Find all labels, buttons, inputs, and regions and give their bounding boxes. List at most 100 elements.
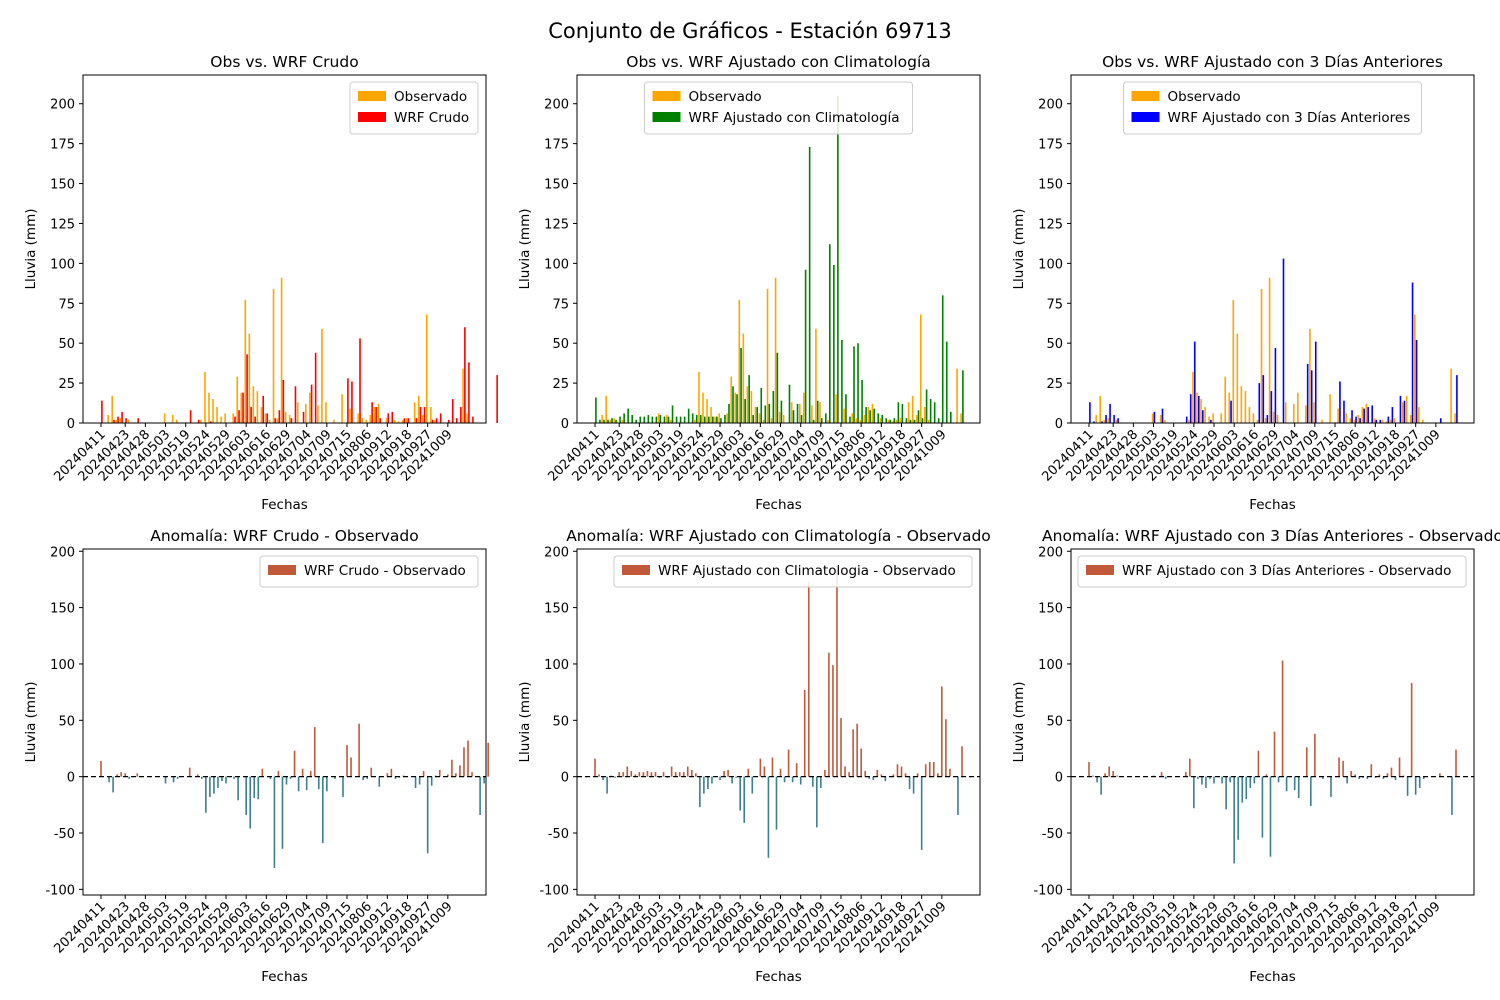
y-axis-label: Lluvia (mm) xyxy=(23,682,39,763)
anomaly-bar xyxy=(1241,776,1244,803)
model-bar xyxy=(290,418,293,423)
observed-bar xyxy=(1103,419,1106,423)
model-bar xyxy=(1379,419,1382,423)
bars-group xyxy=(595,95,964,424)
anomaly-bar xyxy=(1455,749,1457,777)
model-bar xyxy=(125,418,127,423)
bars-group xyxy=(594,565,963,858)
observed-bar xyxy=(171,415,174,423)
observed-bar xyxy=(1268,277,1271,423)
model-bar xyxy=(667,416,670,423)
anomaly-bar xyxy=(277,771,280,777)
anomaly-bar xyxy=(856,723,858,777)
y-tick-label: 125 xyxy=(1038,217,1063,232)
observed-bar xyxy=(827,419,829,423)
anomaly-bar xyxy=(386,773,389,777)
anomaly-bar xyxy=(1164,776,1167,779)
model-bar xyxy=(671,405,674,423)
anomaly-bar xyxy=(1382,776,1385,779)
model-bar xyxy=(282,379,285,423)
anomaly-bar xyxy=(1414,776,1417,795)
y-tick-label: 150 xyxy=(544,602,569,617)
axes-frame xyxy=(576,74,981,424)
anomaly-bar xyxy=(358,723,360,777)
observed-bar xyxy=(867,407,870,423)
y-tick-label: 25 xyxy=(552,377,569,392)
observed-bar xyxy=(702,392,704,423)
x-axis-label: Fechas xyxy=(755,969,802,985)
model-bar xyxy=(941,295,944,423)
bars-group xyxy=(100,723,489,868)
y-tick-label: 25 xyxy=(1046,377,1063,392)
anomaly-bar xyxy=(791,776,794,783)
model-bar xyxy=(262,395,265,423)
y-tick-label: 150 xyxy=(50,178,75,193)
observed-bar xyxy=(421,415,424,423)
observed-bar xyxy=(694,419,696,423)
model-bar xyxy=(925,389,928,423)
anomaly-bar xyxy=(824,769,826,777)
observed-bar xyxy=(924,407,926,423)
observed-bar xyxy=(1095,415,1097,423)
anomaly-bar xyxy=(253,776,256,799)
anomaly-bar xyxy=(221,776,223,782)
observed-bar xyxy=(1232,300,1235,423)
anomaly-bar xyxy=(1201,776,1203,785)
anomaly-bar xyxy=(924,764,927,777)
anomaly-bar xyxy=(811,776,814,787)
model-bar xyxy=(1262,375,1265,423)
model-bar xyxy=(415,418,418,423)
anomaly-bar xyxy=(1338,757,1340,777)
model-bar xyxy=(643,416,646,423)
anomaly-bar xyxy=(816,776,818,828)
y-tick-label: 25 xyxy=(58,377,75,392)
anomaly-bar xyxy=(1209,776,1211,779)
observed-bar xyxy=(1413,314,1416,423)
legend-label: WRF Ajustado con Climatologia - Observad… xyxy=(658,563,956,579)
model-bar xyxy=(447,419,450,423)
model-bar xyxy=(391,411,394,423)
observed-bar xyxy=(1418,407,1420,423)
anomaly-bar xyxy=(1310,776,1312,806)
anomaly-bar xyxy=(317,776,320,790)
legend-swatch xyxy=(1086,565,1114,575)
model-bar xyxy=(1399,395,1402,423)
model-bar xyxy=(359,338,361,423)
legend-swatch xyxy=(1131,112,1160,122)
anomaly-bar xyxy=(707,776,709,790)
observed-bar xyxy=(1188,419,1190,423)
observed-bar xyxy=(224,413,226,423)
chart-panel-2: Obs vs. WRF Ajustado con Climatología 0 25… xyxy=(517,53,981,513)
model-bar xyxy=(117,416,119,423)
observed-bar xyxy=(1276,415,1279,423)
anomaly-bar xyxy=(213,776,215,794)
anomaly-bar xyxy=(1253,776,1256,784)
observed-bar xyxy=(204,371,206,423)
anomaly-bar xyxy=(1330,776,1332,797)
legend-swatch xyxy=(622,565,650,575)
observed-bar xyxy=(843,408,845,423)
anomaly-bar xyxy=(868,776,871,779)
observed-bar xyxy=(200,419,202,423)
observed-bar xyxy=(835,394,837,423)
model-bar xyxy=(1439,418,1442,423)
anomaly-bar xyxy=(269,776,272,779)
observed-bar xyxy=(1309,328,1311,423)
model-bar xyxy=(683,416,686,423)
chart-title: Anomalía: WRF Ajustado con Climatología … xyxy=(566,527,991,545)
observed-bar xyxy=(296,402,299,423)
x-axis-label: Fechas xyxy=(261,497,308,513)
legend-box xyxy=(259,555,479,588)
y-tick-label: 75 xyxy=(58,297,75,312)
observed-bar xyxy=(891,421,894,423)
anomaly-bar xyxy=(678,772,681,777)
observed-bar xyxy=(1196,392,1198,423)
observed-bar xyxy=(887,419,890,423)
anomaly-bar xyxy=(654,772,657,777)
observed-bar xyxy=(1115,419,1118,423)
anomaly-bar xyxy=(1350,771,1352,777)
model-bar xyxy=(703,416,706,423)
legend-box xyxy=(1123,81,1422,135)
anomaly-bar xyxy=(112,776,114,793)
observed-bar xyxy=(1208,416,1210,423)
